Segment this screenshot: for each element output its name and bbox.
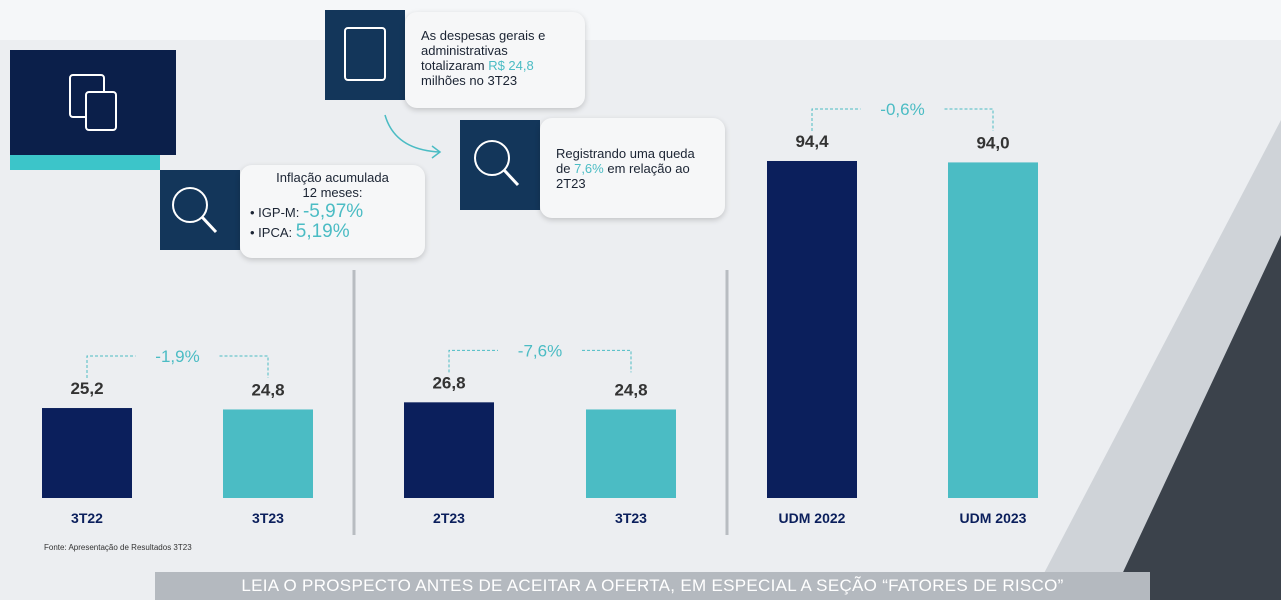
callout-text: milhões no 3T23 — [421, 73, 517, 88]
callout-title: Inflação acumulada 12 meses: — [250, 170, 415, 200]
bar — [767, 161, 857, 498]
icon — [86, 92, 116, 130]
category-label: 3T22 — [71, 510, 103, 526]
chart: 25,2 3T22 24,8 3T23 -1,9% 26,8 2T23 24,8 3T23 -7,… — [0, 0, 1281, 600]
category-label: 3T23 — [615, 510, 647, 526]
bar — [42, 408, 132, 498]
bracket — [449, 350, 498, 372]
callout-highlight: 7,6% — [574, 161, 604, 176]
accent-bar — [10, 155, 160, 170]
callout: As despesas gerais e administrativas tot… — [405, 12, 585, 108]
list-item: • IGP-M: -5,97% — [250, 204, 415, 220]
icon-box — [460, 120, 540, 210]
change-label: -7,6% — [518, 341, 562, 360]
category-label: UDM 2023 — [960, 510, 1027, 526]
bar — [404, 402, 494, 498]
bar — [948, 162, 1038, 498]
category-label: 2T23 — [433, 510, 465, 526]
item-label: IPCA: — [258, 225, 292, 240]
bracket — [87, 356, 136, 378]
category-label: 3T23 — [252, 510, 284, 526]
banner: LEIA O PROSPECTO ANTES DE ACEITAR A OFER… — [155, 572, 1150, 600]
value-label: 26,8 — [432, 373, 465, 392]
item-value: 5,19% — [296, 221, 350, 242]
value-label: 24,8 — [251, 380, 284, 399]
bar — [223, 409, 313, 498]
callout: Registrando uma queda de 7,6% em relação… — [540, 118, 725, 218]
top-band — [0, 0, 1281, 40]
value-label: 94,0 — [976, 133, 1009, 152]
bar — [586, 409, 676, 498]
change-label: -0,6% — [880, 100, 924, 119]
bracket — [812, 109, 861, 131]
callout: Inflação acumulada 12 meses: • IGP-M: -5… — [240, 165, 425, 258]
item-label: IGP-M: — [258, 205, 299, 220]
source: Fonte: Apresentação de Resultados 3T23 — [44, 543, 192, 552]
value-label: 24,8 — [614, 380, 647, 399]
bracket — [220, 356, 269, 378]
bracket — [945, 109, 994, 131]
slide: 25,2 3T22 24,8 3T23 -1,9% 26,8 2T23 24,8 3T23 -7,… — [0, 0, 1281, 600]
icon-box — [325, 10, 405, 100]
list-item: • IPCA: 5,19% — [250, 224, 415, 240]
category-label: UDM 2022 — [779, 510, 846, 526]
item-value: -5,97% — [303, 201, 363, 222]
value-label: 25,2 — [70, 379, 103, 398]
bracket — [582, 350, 631, 372]
value-label: 94,4 — [795, 132, 829, 151]
change-label: -1,9% — [155, 347, 199, 366]
callout-highlight: R$ 24,8 — [488, 58, 534, 73]
icon-box — [160, 170, 240, 250]
